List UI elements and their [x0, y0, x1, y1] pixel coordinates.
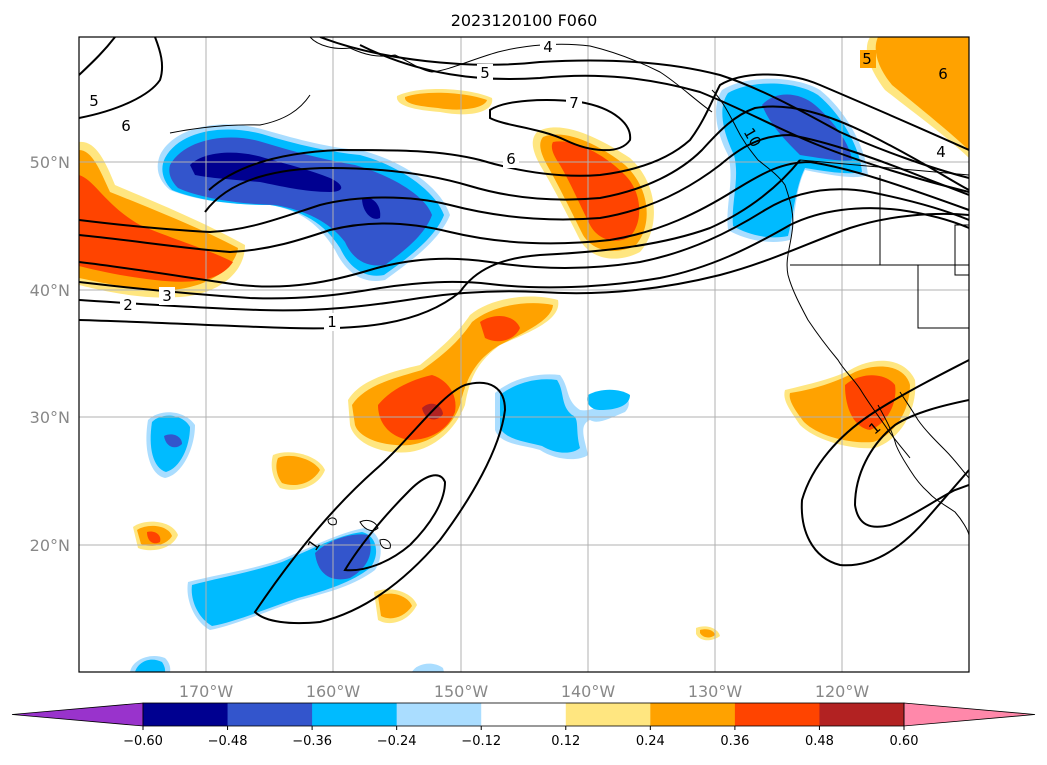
colorbar: −0.60 −0.48 −0.36 −0.24 −0.12 0.12 0.24 0.36 0.4…: [11, 702, 1036, 749]
positive-anomaly-field: [79, 37, 969, 641]
colorbar-outline: [142, 702, 905, 727]
colorbar-segment: [396, 703, 482, 726]
colorbar-extend-min: [11, 702, 144, 727]
colorbar-extend-max: [903, 702, 1036, 727]
lat-label-20n: 20°N: [30, 536, 70, 555]
colorbar-segment: [819, 703, 905, 726]
map-area: 4 5 5 7 6 6 5 6 4 3 2 1 1 1 10: [79, 37, 969, 672]
colorbar-segment: [565, 703, 651, 726]
colorbar-tick-label: −0.36: [292, 734, 332, 749]
negative-anomaly-field: [130, 78, 868, 672]
lat-label-50n: 50°N: [30, 153, 70, 172]
contour-label: 5: [862, 50, 872, 68]
colorbar-segment: [143, 703, 229, 726]
colorbar-tick-label: −0.60: [123, 734, 163, 749]
map-title: 2023120100 F060: [451, 11, 598, 30]
lon-label-150w: 150°W: [434, 682, 489, 701]
colorbar-segment: [481, 703, 567, 726]
colorbar-segment: [650, 703, 736, 726]
contour-label: 6: [121, 117, 131, 135]
contour-label: 6: [938, 65, 948, 83]
colorbar-tick-label: 0.36: [720, 734, 749, 749]
height-contours: [79, 37, 969, 625]
latitude-labels: 50°N 40°N 30°N 20°N: [30, 153, 70, 555]
coastlines: [169, 37, 969, 549]
contour-label: 6: [506, 150, 516, 168]
lon-label-140w: 140°W: [561, 682, 616, 701]
colorbar-tick-label: 0.60: [890, 734, 919, 749]
colorbar-tick-label: −0.12: [461, 734, 501, 749]
lat-label-30n: 30°N: [30, 408, 70, 427]
longitude-labels: 170°W 160°W 150°W 140°W 130°W 120°W: [179, 682, 870, 701]
colorbar-tick-label: −0.48: [208, 734, 248, 749]
colorbar-tick-label: 0.24: [636, 734, 665, 749]
contour-label: 4: [543, 38, 553, 56]
colorbar-segment: [312, 703, 398, 726]
contour-label: 5: [480, 64, 490, 82]
map-frame: [78, 36, 970, 673]
lon-label-130w: 130°W: [688, 682, 743, 701]
colorbar-segment: [734, 703, 820, 726]
colorbar-tick-label: −0.24: [377, 734, 417, 749]
colorbar-segment: [227, 703, 313, 726]
contour-label: 5: [89, 92, 99, 110]
colorbar-tick-label: 0.12: [551, 734, 580, 749]
graticule: [79, 37, 969, 672]
contour-label: 1: [327, 313, 337, 331]
lon-label-170w: 170°W: [179, 682, 234, 701]
contour-label: 3: [162, 287, 172, 305]
contour-label: 2: [123, 296, 133, 314]
contour-label: 7: [569, 94, 579, 112]
contour-label: 4: [936, 143, 946, 161]
lon-label-120w: 120°W: [815, 682, 870, 701]
lon-label-160w: 160°W: [306, 682, 361, 701]
lat-label-40n: 40°N: [30, 281, 70, 300]
colorbar-tick-label: 0.48: [805, 734, 834, 749]
